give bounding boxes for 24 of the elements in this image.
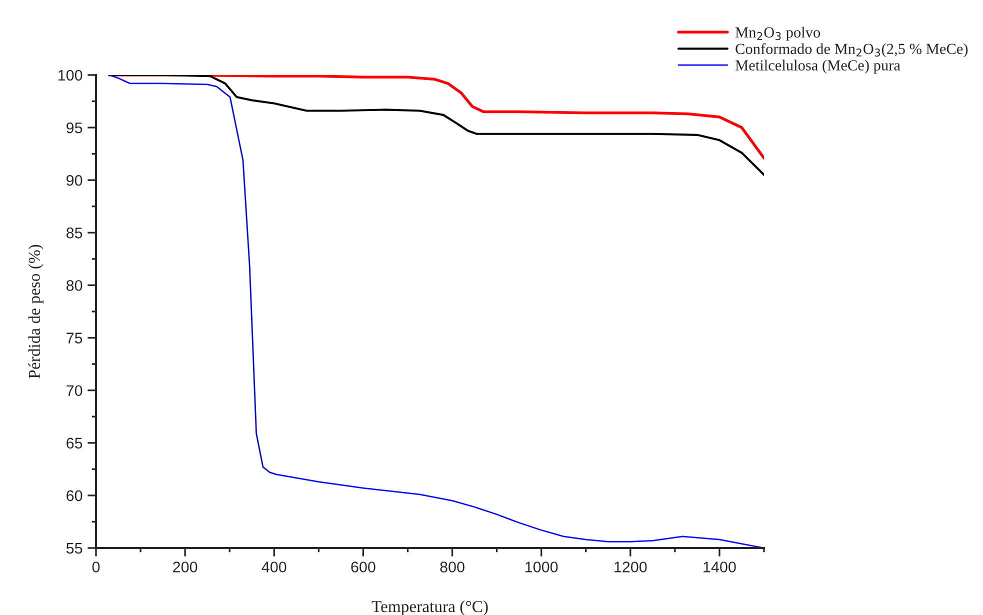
- line-series: [108, 75, 764, 548]
- x-tick-label: 400: [262, 562, 286, 572]
- x-tick-label: 600: [351, 562, 376, 572]
- x-tick-label: 1200: [614, 562, 647, 572]
- x-tick-label: 200: [173, 562, 198, 572]
- y-tick-label: 65: [66, 438, 82, 449]
- legend-label: Metilcelulosa (MeCe) pura: [735, 60, 900, 74]
- x-tick-label: 800: [440, 562, 464, 572]
- y-tick-label: 85: [66, 228, 82, 238]
- y-tick-label: 60: [66, 490, 82, 502]
- x-tick-label: 0: [92, 562, 100, 572]
- y-tick-label: 75: [66, 332, 82, 344]
- y-tick-label: 80: [66, 280, 82, 291]
- legend-label: Mn$_{2}$O$_{3}$ polvo: [735, 26, 820, 41]
- x-tick-label: 1400: [704, 562, 736, 572]
- y-tick-label: 90: [66, 174, 82, 186]
- line-series: [108, 75, 764, 176]
- y-tick-label: 70: [66, 385, 82, 396]
- y-tick-label: 95: [66, 122, 82, 134]
- y-axis-title: Pérdida de peso (%): [28, 244, 44, 378]
- x-tick-label: 1000: [526, 562, 558, 572]
- legend-label: Conformado de Mn$_{2}$O$_{3}$(2,5 % MeCe): [736, 43, 968, 58]
- y-tick-label: 100: [58, 70, 82, 81]
- y-tick-label: 55: [66, 543, 82, 554]
